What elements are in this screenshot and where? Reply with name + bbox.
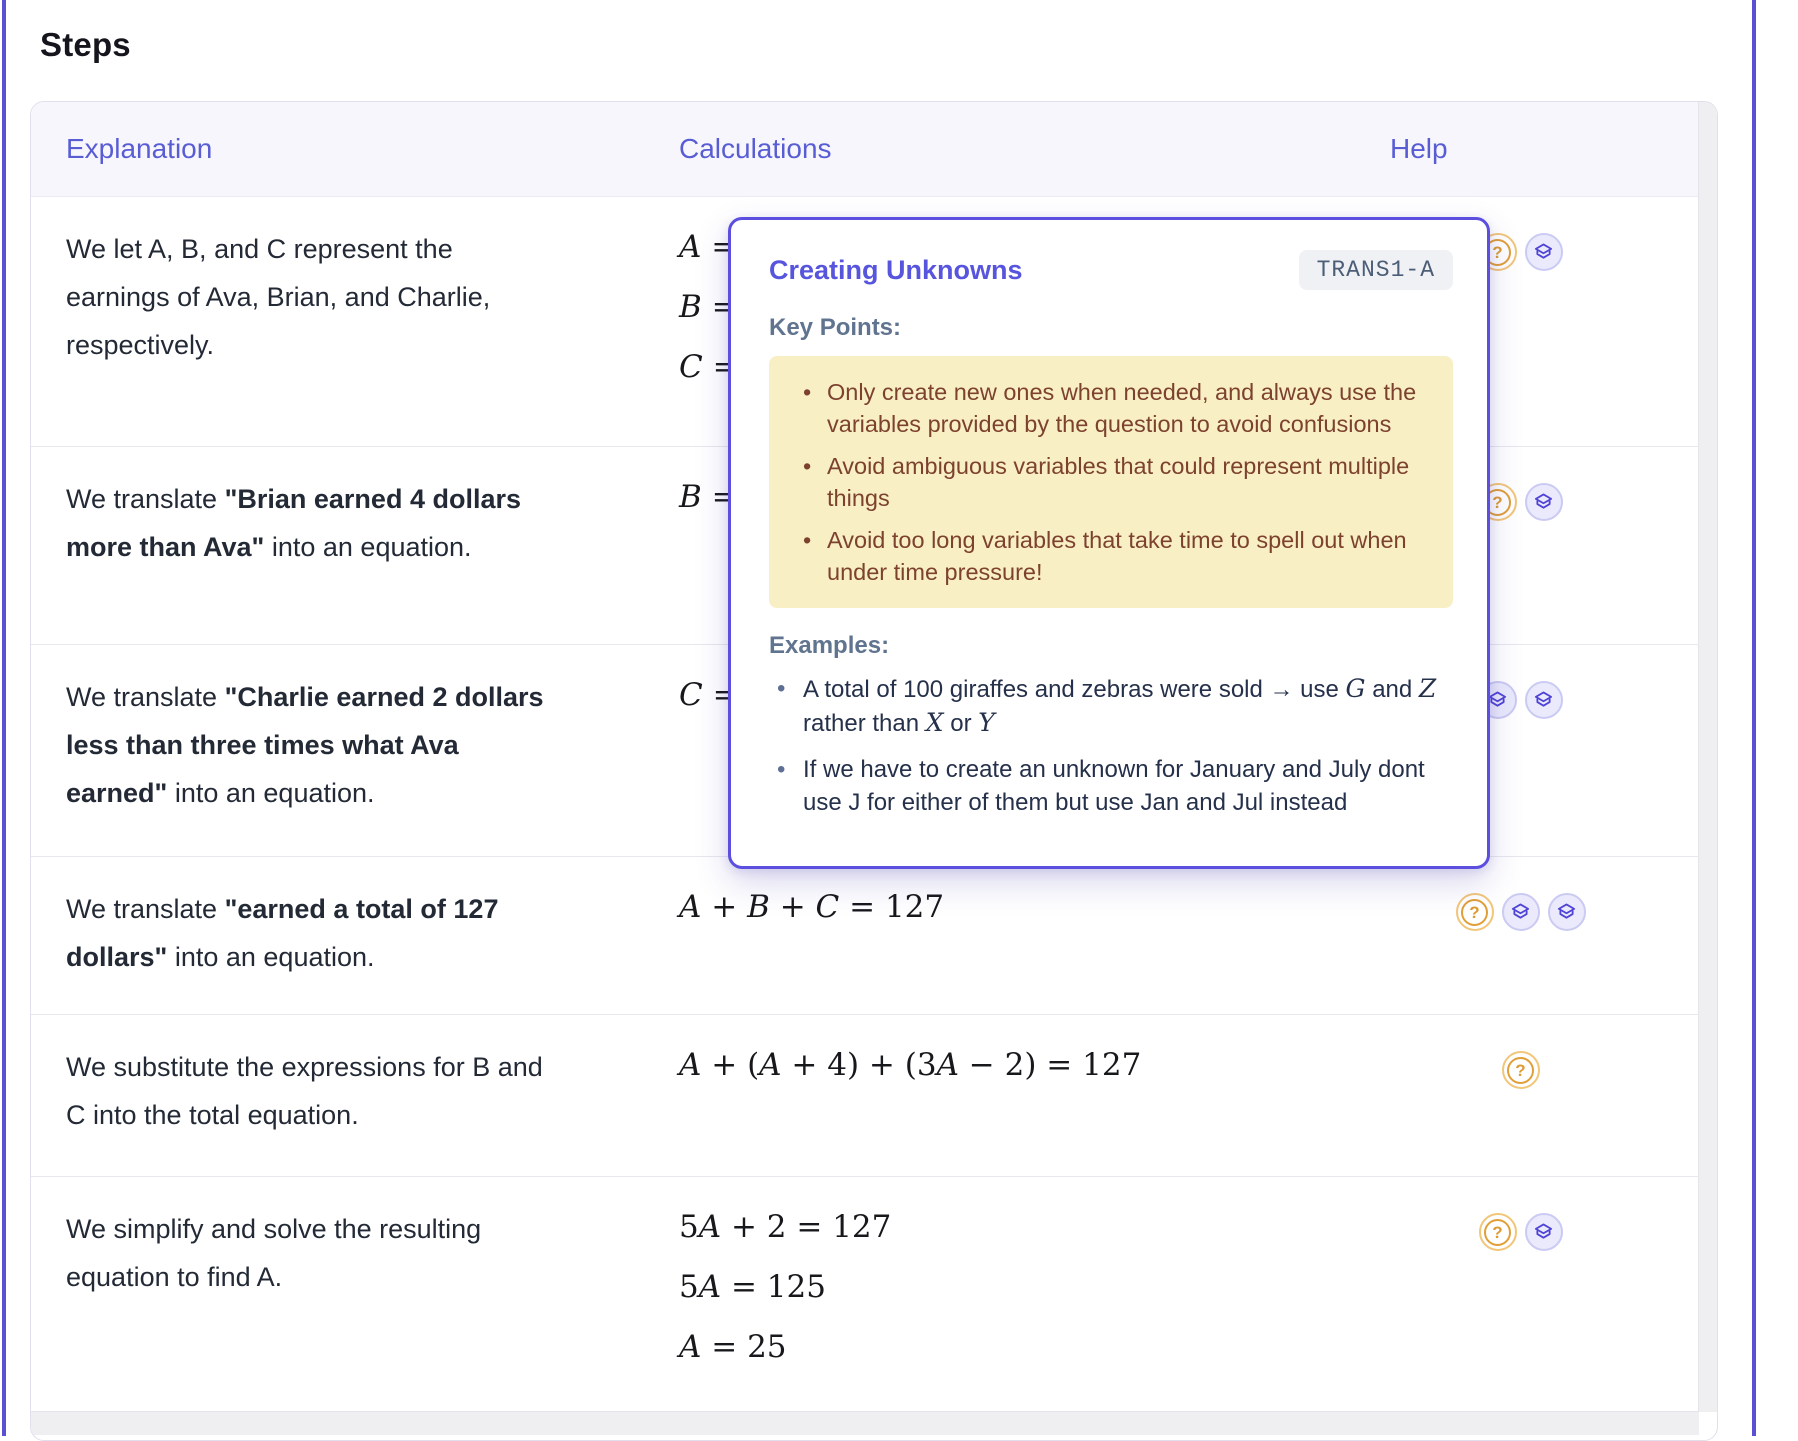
equation: A = 25 [679, 1329, 787, 1365]
page-left-border [2, 0, 6, 1436]
help-cell: ? [1324, 197, 1717, 446]
popover-header: Creating Unknowns TRANS1-A [769, 250, 1453, 290]
topic-tag-badge: TRANS1-A [1298, 250, 1453, 290]
table-row: We simplify and solve the resulting equa… [31, 1177, 1717, 1415]
graduation-cap-button[interactable] [1547, 893, 1586, 931]
question-icon: ? [1507, 1056, 1534, 1084]
equation: 5A = 125 [679, 1269, 826, 1305]
graduation-cap-icon [1534, 243, 1553, 259]
equation: A + (A + 4) + (3A − 2) = 127 [679, 1047, 1142, 1083]
example-item: If we have to create an unknown for Janu… [769, 753, 1453, 819]
graduation-cap-button[interactable] [1524, 1213, 1563, 1251]
calculations-cell: A + B + C = 127 [644, 857, 1324, 1014]
key-point-item: Avoid too long variables that take time … [793, 524, 1429, 588]
graduation-cap-icon [1534, 493, 1553, 509]
key-points-panel: Only create new ones when needed, and al… [769, 356, 1453, 608]
vertical-scrollbar-track[interactable] [1698, 102, 1717, 1412]
explanation-cell: We translate "Charlie earned 2 dollars l… [66, 682, 544, 808]
help-popover: Creating Unknowns TRANS1-A Key Points: O… [728, 217, 1490, 869]
equation: C = [679, 677, 739, 713]
key-points-list: Only create new ones when needed, and al… [793, 376, 1429, 588]
help-cell: ? [1324, 447, 1717, 644]
column-header-help: Help [1390, 133, 1448, 164]
explanation-cell: We let A, B, and C represent the earning… [66, 234, 491, 360]
explanation-cell: We translate "Brian earned 4 dollars mor… [66, 484, 521, 562]
graduation-cap-button[interactable] [1524, 233, 1563, 271]
question-help-icon[interactable]: ? [1455, 893, 1494, 931]
graduation-cap-icon [1557, 903, 1576, 919]
graduation-cap-icon [1534, 691, 1553, 707]
column-header-calculations: Calculations [679, 133, 832, 164]
graduation-cap-icon [1488, 691, 1507, 707]
question-help-icon[interactable]: ? [1478, 1213, 1517, 1251]
calculations-cell: A + (A + 4) + (3A − 2) = 127 [644, 1015, 1324, 1176]
page-right-border [1752, 0, 1756, 1436]
key-points-label: Key Points: [769, 314, 902, 341]
help-cell: ? [1324, 1177, 1717, 1415]
question-help-icon[interactable]: ? [1501, 1051, 1540, 1089]
examples-list: A total of 100 giraffes and zebras were … [769, 672, 1453, 819]
examples-label: Examples: [769, 632, 890, 659]
column-header-explanation: Explanation [66, 133, 213, 164]
calculations-cell: 5A + 2 = 127 5A = 125 A = 25 [644, 1177, 1324, 1415]
question-icon: ? [1484, 1218, 1511, 1246]
key-point-item: Avoid ambiguous variables that could rep… [793, 450, 1429, 514]
calculations-cell: C = [644, 645, 1324, 856]
popover-title: Creating Unknowns [769, 254, 1023, 285]
graduation-cap-icon [1511, 903, 1530, 919]
equation: A + B + C = 127 [679, 889, 945, 925]
equation: 5A + 2 = 127 [679, 1209, 892, 1245]
graduation-cap-button[interactable] [1524, 483, 1563, 521]
graduation-cap-button[interactable] [1524, 681, 1563, 719]
graduation-cap-icon [1534, 1223, 1553, 1239]
graduation-cap-button[interactable] [1501, 893, 1540, 931]
example-item: A total of 100 giraffes and zebras were … [769, 672, 1453, 740]
table-row: We translate "earned a total of 127 doll… [31, 857, 1717, 1015]
table-row: We substitute the expressions for B and … [31, 1015, 1717, 1177]
explanation-cell: We substitute the expressions for B and … [66, 1052, 543, 1130]
key-point-item: Only create new ones when needed, and al… [793, 376, 1429, 440]
explanation-cell: We translate "earned a total of 127 doll… [66, 894, 499, 972]
horizontal-scrollbar-track[interactable] [31, 1411, 1699, 1435]
question-icon: ? [1461, 898, 1488, 926]
table-header: Explanation Calculations Help [31, 102, 1699, 197]
page-title: Steps [40, 26, 131, 63]
help-cell: ? [1324, 857, 1717, 1014]
explanation-cell: We simplify and solve the resulting equa… [66, 1214, 482, 1292]
help-cell: ? [1324, 1015, 1717, 1176]
